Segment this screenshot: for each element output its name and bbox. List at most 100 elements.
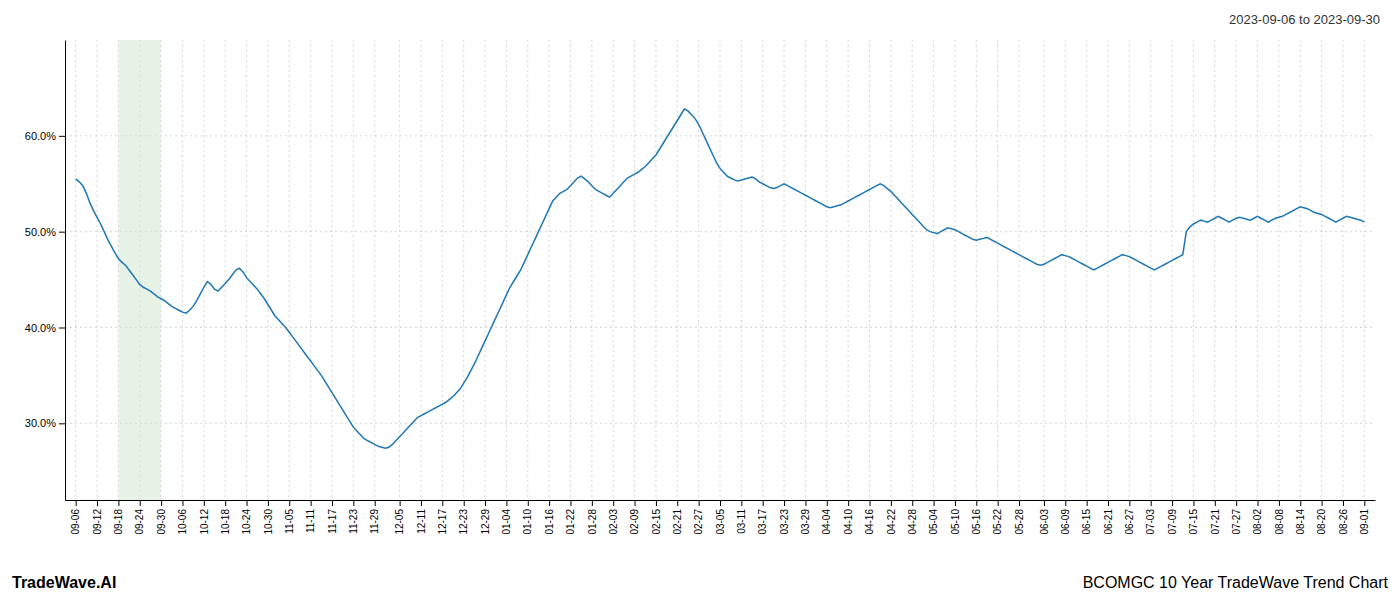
x-tick-label: 03-11 [736, 509, 747, 534]
x-tick-label: 08-26 [1338, 509, 1349, 535]
grid-line-x [97, 40, 98, 500]
y-tick: 50.0% [25, 226, 65, 238]
x-tick-label: 02-27 [693, 509, 704, 535]
x-tick: 08-02 [1252, 500, 1263, 535]
x-tick-mark [976, 500, 977, 506]
x-tick: 10-12 [199, 500, 210, 535]
x-tick: 03-11 [736, 500, 747, 534]
grid-line-x [1043, 40, 1044, 500]
x-tick: 09-06 [70, 500, 81, 535]
x-tick-label: 04-04 [821, 509, 832, 535]
chart-title: 2023-09-06 to 2023-09-30 [1229, 12, 1380, 27]
x-tick: 10-30 [263, 500, 274, 535]
x-tick-label: 11-23 [348, 509, 359, 534]
x-axis: 09-0609-1209-1809-2409-3010-0610-1210-18… [66, 500, 1376, 535]
grid-line-x [1150, 40, 1151, 500]
grid-line-x [890, 40, 891, 500]
x-tick: 07-09 [1167, 500, 1178, 535]
x-tick-mark [1364, 500, 1365, 506]
x-tick: 05-22 [992, 500, 1003, 535]
grid-line-x [225, 40, 226, 500]
chart-container: 30.0%40.0%50.0%60.0%09-0609-1209-1809-24… [0, 0, 1400, 600]
x-tick: 07-15 [1188, 500, 1199, 535]
x-tick-label: 01-28 [587, 509, 598, 535]
grid-line-x [677, 40, 678, 500]
x-tick-mark [528, 500, 529, 506]
highlight-band [118, 40, 161, 500]
x-tick: 07-27 [1231, 500, 1242, 535]
y-tick-label: 30.0% [25, 417, 56, 429]
x-tick-mark [912, 500, 913, 506]
grid-line-x [310, 40, 311, 500]
chart-svg: 30.0%40.0%50.0%60.0%09-0609-1209-1809-24… [0, 0, 1400, 600]
x-tick-label: 08-20 [1316, 509, 1327, 535]
x-tick-label: 04-22 [886, 509, 897, 535]
x-tick-mark [1258, 500, 1259, 506]
x-tick-mark [268, 500, 269, 506]
x-tick-mark [1322, 500, 1323, 506]
data-line [76, 109, 1365, 448]
x-tick: 02-27 [693, 500, 704, 535]
x-tick-mark [1172, 500, 1173, 506]
x-tick-mark [741, 500, 742, 506]
x-tick-mark [998, 500, 999, 506]
grid-line-x [848, 40, 849, 500]
x-tick: 07-03 [1145, 500, 1156, 535]
x-tick: 08-14 [1295, 500, 1306, 535]
x-tick-mark [311, 500, 312, 506]
x-tick-mark [1129, 500, 1130, 506]
x-tick: 06-09 [1060, 500, 1071, 535]
x-tick-label: 12-11 [416, 509, 427, 534]
x-tick: 12-23 [458, 500, 469, 535]
grid-line-x [485, 40, 486, 500]
x-tick: 05-16 [971, 500, 982, 535]
x-tick-label: 06-09 [1060, 509, 1071, 535]
x-tick-mark [161, 500, 162, 506]
grid-line-x [420, 40, 421, 500]
grid-line-x [1214, 40, 1215, 500]
x-tick-mark [699, 500, 700, 506]
grid-line-x [1236, 40, 1237, 500]
grid-line-x [182, 40, 183, 500]
x-tick: 03-23 [779, 500, 790, 535]
x-tick: 02-03 [608, 500, 619, 535]
x-tick-mark [1108, 500, 1109, 506]
x-tick: 09-12 [92, 500, 103, 535]
x-tick-label: 09-18 [113, 509, 124, 535]
x-tick-label: 07-27 [1231, 509, 1242, 535]
x-tick: 03-17 [757, 500, 768, 535]
grid-line-x [1300, 40, 1301, 500]
x-tick-mark [805, 500, 806, 506]
grid-line-x [1278, 40, 1279, 500]
x-tick-mark [140, 500, 141, 506]
x-tick-label: 05-28 [1014, 509, 1025, 535]
x-tick-mark [848, 500, 849, 506]
grid-line-x [698, 40, 699, 500]
x-tick-mark [1236, 500, 1237, 506]
x-tick: 06-15 [1081, 500, 1092, 535]
x-tick-mark [592, 500, 593, 506]
x-tick: 11-17 [327, 500, 338, 534]
grid-line-x [442, 40, 443, 500]
x-tick: 05-10 [950, 500, 961, 535]
x-tick: 04-28 [907, 500, 918, 535]
x-tick-mark [891, 500, 892, 506]
grid-line-x [1364, 40, 1365, 500]
x-tick-label: 11-11 [305, 509, 316, 534]
x-tick-label: 06-15 [1081, 509, 1092, 535]
grid-line-x [1129, 40, 1130, 500]
x-tick-mark [763, 500, 764, 506]
grid-line-x [246, 40, 247, 500]
x-tick: 09-24 [134, 500, 145, 535]
x-tick-label: 12-05 [394, 509, 405, 535]
x-tick-mark [182, 500, 183, 506]
x-tick: 10-24 [241, 500, 252, 535]
x-tick-mark [76, 500, 77, 506]
x-tick-label: 09-12 [92, 509, 103, 535]
grid-line-x [869, 40, 870, 500]
x-tick-mark [955, 500, 956, 506]
x-tick-mark [720, 500, 721, 506]
x-tick-label: 09-24 [134, 509, 145, 535]
x-tick-label: 03-05 [715, 509, 726, 535]
x-tick-mark [1343, 500, 1344, 506]
